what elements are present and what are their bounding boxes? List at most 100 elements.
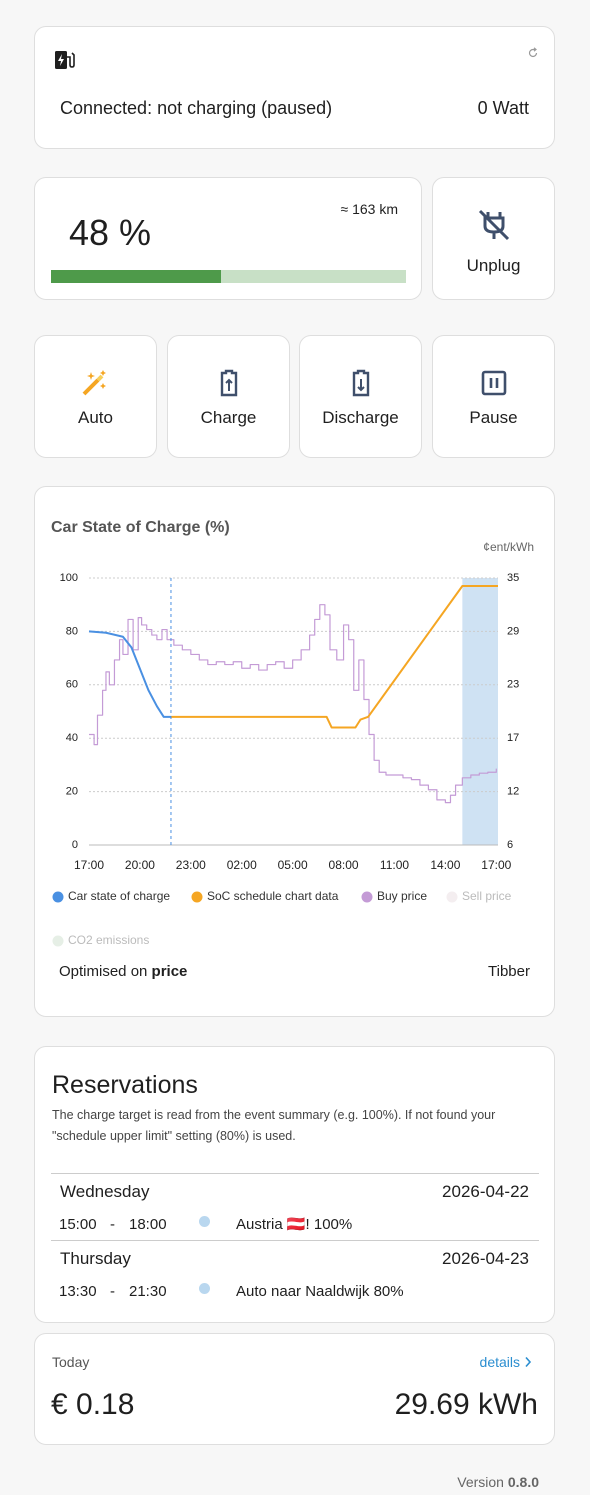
status-text: Connected: not charging (paused) [60, 98, 333, 118]
chart: Car State of Charge (%) ¢ent/kWh 0 20 40 60 80… [51, 519, 534, 947]
y2-axis-label: ¢ent/kWh [483, 540, 534, 554]
discharge-icon [352, 369, 370, 397]
series-line [170, 585, 498, 729]
soc-track [51, 270, 406, 283]
highlight-window [462, 578, 498, 845]
unplug-label: Unplug [466, 256, 521, 275]
y2-tick-label: 6 [507, 839, 513, 851]
event-dot [199, 1216, 210, 1227]
button-label: Auto [78, 408, 113, 427]
event-end: 18:00 [129, 1216, 167, 1233]
event-summary[interactable]: Auto naar Naaldwijk 80% [236, 1283, 404, 1300]
event-end: 21:30 [129, 1283, 167, 1300]
day-date: 2026-04-23 [442, 1249, 529, 1268]
plot-group: Car State of Charge (%) ¢ent/kWh 0 20 40 60 80… [51, 519, 534, 947]
event-dot [199, 1283, 210, 1294]
battery-card: 48 % ≈ 163 km [34, 177, 422, 300]
x-tick-label: 11:00 [380, 858, 409, 872]
button-label: Discharge [322, 408, 399, 427]
unplug-button[interactable]: Unplug [432, 177, 555, 300]
event-start: 15:00 [59, 1216, 97, 1233]
y-tick-label: 20 [66, 786, 78, 798]
charge-button[interactable]: Charge [167, 335, 290, 458]
optimisation-prefix: Optimised on [59, 963, 148, 980]
event-start: 13:30 [59, 1283, 97, 1300]
discharge-button[interactable]: Discharge [299, 335, 422, 458]
button-label: Pause [469, 408, 518, 427]
y2-tick-label: 29 [507, 625, 519, 637]
y2-tick-label: 17 [507, 732, 519, 744]
divider [51, 1240, 539, 1241]
x-tick-label: 05:00 [278, 858, 308, 872]
x-tick-label: 23:00 [176, 858, 206, 872]
y-tick-label: 100 [60, 572, 78, 584]
event-summary[interactable]: Austria 🇦🇹! 100% [236, 1216, 353, 1233]
reservations-title: Reservations [52, 1071, 198, 1099]
chart-title: Car State of Charge (%) [51, 519, 230, 536]
legend-swatch [191, 891, 203, 903]
event-separator: - [110, 1283, 115, 1300]
day-name: Wednesday [60, 1182, 150, 1201]
description: "schedule upper limit" setting (80%) is … [52, 1129, 296, 1143]
y2-tick-label: 23 [507, 679, 519, 691]
day-name: Thursday [60, 1249, 131, 1268]
y-tick-label: 80 [66, 625, 78, 637]
button-label: Charge [200, 408, 257, 427]
x-tick-label: 14:00 [430, 858, 460, 872]
details-chevron[interactable] [523, 1356, 533, 1368]
soc-bar [51, 270, 222, 283]
series-line [88, 630, 171, 718]
x-tick-label: 17:00 [74, 858, 104, 872]
version-prefix: Version [457, 1474, 504, 1490]
charger-icon [55, 51, 75, 69]
chart-card: Car State of Charge (%) ¢ent/kWh 0 20 40 60 80… [34, 486, 555, 1017]
auto-icon [82, 370, 106, 396]
today-label: Today [52, 1354, 90, 1370]
optimisation-text: Optimised on price [59, 964, 187, 979]
y2-tick-label: 35 [507, 572, 519, 584]
x-tick-label: 08:00 [329, 858, 359, 872]
provider-text: Tibber [488, 963, 530, 980]
x-tick-label: 20:00 [125, 858, 155, 872]
version-number: 0.8.0 [507, 1474, 539, 1490]
y-tick-label: 40 [66, 732, 78, 744]
legend-label: SoC schedule chart data [207, 889, 339, 903]
legend-swatch [52, 891, 64, 903]
divider [51, 1173, 539, 1174]
today-card: Today details € 0.18 29.69 kWh [34, 1333, 555, 1445]
version-text: Version 0.8.0 [457, 1475, 539, 1489]
event-separator: - [110, 1216, 115, 1233]
pause-icon [481, 370, 507, 396]
x-tick-label: 17:00 [481, 858, 511, 872]
y2-tick-label: 12 [507, 786, 519, 798]
y-tick-label: 0 [72, 839, 78, 851]
power-text: 0 Watt [477, 98, 529, 118]
soc-text: 48 % [69, 212, 152, 253]
optimisation-target: price [151, 963, 188, 980]
charge-icon [220, 369, 238, 397]
legend-swatch [52, 935, 64, 947]
description: The charge target is read from the event… [52, 1108, 496, 1122]
auto-button[interactable]: Auto [34, 335, 157, 458]
today-cost: € 0.18 [51, 1388, 135, 1421]
legend-swatch [361, 891, 373, 903]
range-text: ≈ 163 km [340, 201, 398, 217]
status-card: Connected: not charging (paused) 0 Watt [34, 26, 555, 149]
legend-label: Buy price [377, 889, 427, 903]
reservations-card: Reservations The charge target is read f… [34, 1046, 555, 1323]
legend-label: CO2 emissions [68, 933, 149, 947]
refresh-icon[interactable] [527, 47, 539, 59]
x-tick-label: 02:00 [227, 858, 257, 872]
y-tick-label: 60 [66, 679, 78, 691]
legend-swatch [446, 891, 458, 903]
details-link[interactable]: details [479, 1354, 520, 1370]
pause-button[interactable]: Pause [432, 335, 555, 458]
day-date: 2026-04-22 [442, 1182, 529, 1201]
today-energy: 29.69 kWh [394, 1388, 538, 1421]
legend-label: Car state of charge [68, 889, 170, 903]
unplug-icon [478, 209, 510, 241]
legend-label: Sell price [462, 889, 512, 903]
series-line [89, 604, 497, 804]
